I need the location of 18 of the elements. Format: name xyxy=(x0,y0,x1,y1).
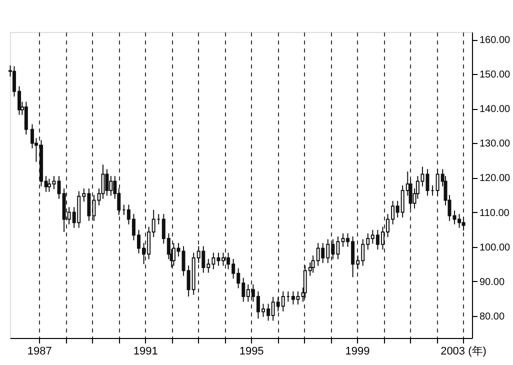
y-tick-label: 150.00 xyxy=(480,70,511,81)
y-tick-label: 140.00 xyxy=(480,104,511,116)
y-tick-label: 130.00 xyxy=(480,138,511,150)
candlestick xyxy=(24,101,28,136)
x-tick-label: 1995 xyxy=(239,346,264,358)
candlestick xyxy=(109,176,113,196)
candlestick xyxy=(462,216,466,232)
candlestick xyxy=(105,168,109,196)
y-tick-label: 160.00 xyxy=(480,35,511,46)
x-tick-label: 2003 (年) xyxy=(440,346,486,358)
y-tick-label: 110.00 xyxy=(480,208,510,219)
y-tick-label: 90.00 xyxy=(480,276,505,288)
x-tick-label: 1991 xyxy=(133,346,158,358)
y-tick-label: 80.00 xyxy=(480,311,505,322)
y-tick-label: 120.00 xyxy=(480,173,511,184)
y-tick-label: 100.00 xyxy=(480,242,511,254)
x-tick-label: 1999 xyxy=(345,346,370,358)
x-tick-label: 1987 xyxy=(27,346,52,358)
